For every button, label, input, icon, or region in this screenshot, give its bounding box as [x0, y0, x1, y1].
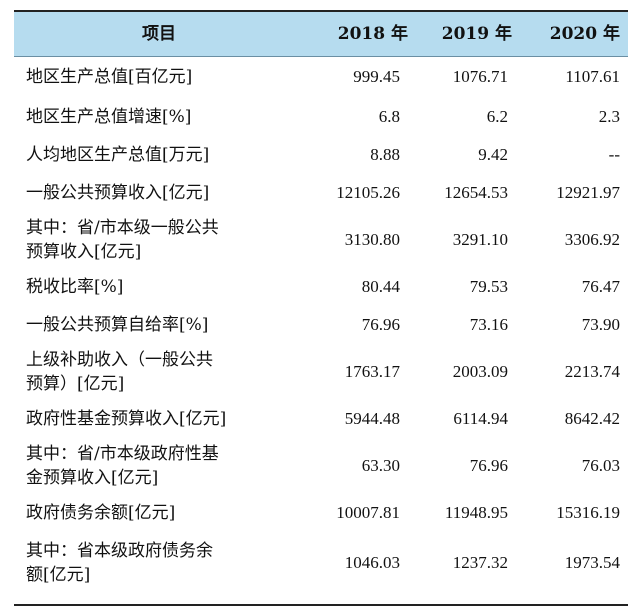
cell-2019: 6114.94	[453, 409, 508, 428]
cell-2018: 80.44	[361, 277, 400, 296]
cell-2019: 1237.32	[452, 553, 508, 572]
cell-2018: 1763.17	[344, 362, 400, 381]
table-row: 人均地区生产总值[万元] 8.88 9.42 --	[14, 136, 628, 174]
cell-2018: 1046.03	[344, 553, 400, 572]
row-label: 其中：省/市本级政府性基 金预算收入[亿元]	[26, 444, 219, 488]
row-label: 其中：省/市本级一般公共 预算收入[亿元]	[26, 218, 219, 262]
table-row: 其中：省/市本级一般公共 预算收入[亿元] 3130.80 3291.10 33…	[14, 212, 628, 268]
row-label: 政府性基金预算收入[亿元]	[26, 409, 227, 429]
cell-2019: 76.96	[469, 456, 508, 475]
cell-2019: 12654.53	[444, 183, 508, 202]
header-item: 项目	[142, 24, 176, 44]
table-row: 政府债务余额[亿元] 10007.81 11948.95 15316.19	[14, 494, 628, 532]
header-2019: 2019 年	[441, 24, 512, 44]
row-label: 人均地区生产总值[万元]	[26, 145, 210, 165]
row-label: 地区生产总值[百亿元]	[26, 67, 193, 87]
row-label: 上级补助收入（一般公共 预算）[亿元]	[26, 350, 213, 394]
cell-2019: 73.16	[469, 315, 508, 334]
table-row: 税收比率[%] 80.44 79.53 76.47	[14, 268, 628, 306]
cell-2018: 12105.26	[336, 183, 400, 202]
cell-2018: 6.8	[378, 107, 400, 126]
cell-2018: 999.45	[353, 67, 400, 86]
cell-2019: 2003.09	[452, 362, 508, 381]
finance-table: 项目 2018 年 2019 年 2020 年 地区生产总值[百亿元] 999.…	[14, 10, 628, 606]
table-row: 一般公共预算自给率[%] 76.96 73.16 73.90	[14, 306, 628, 344]
table-row: 地区生产总值增速[%] 6.8 6.2 2.3	[14, 98, 628, 136]
cell-2020: 76.03	[581, 456, 620, 475]
cell-2018: 8.88	[370, 145, 400, 164]
cell-2019: 79.53	[469, 277, 508, 296]
table-row: 上级补助收入（一般公共 预算）[亿元] 1763.17 2003.09 2213…	[14, 344, 628, 400]
cell-2020: 2.3	[598, 107, 620, 126]
row-label: 其中：省本级政府债务余 额[亿元]	[26, 541, 213, 585]
cell-2019: 6.2	[486, 107, 508, 126]
cell-2020: 8642.42	[564, 409, 620, 428]
cell-2020: 2213.74	[564, 362, 620, 381]
cell-2019: 1076.71	[452, 67, 508, 86]
row-label: 一般公共预算自给率[%]	[26, 315, 209, 335]
header-2020: 2020 年	[549, 24, 620, 44]
cell-2018: 76.96	[361, 315, 400, 334]
row-label: 一般公共预算收入[亿元]	[26, 183, 210, 203]
cell-2020: 15316.19	[556, 503, 620, 522]
table-row: 其中：省本级政府债务余 额[亿元] 1046.03 1237.32 1973.5…	[14, 532, 628, 594]
cell-2018: 5944.48	[344, 409, 400, 428]
cell-2020: 1107.61	[565, 67, 620, 86]
table-row: 地区生产总值[百亿元] 999.45 1076.71 1107.61	[14, 56, 628, 98]
table-body: 地区生产总值[百亿元] 999.45 1076.71 1107.61 地区生产总…	[14, 56, 628, 594]
cell-2020: 76.47	[581, 277, 620, 296]
cell-2018: 63.30	[361, 456, 400, 475]
header-2018: 2018 年	[337, 24, 408, 44]
table-header: 项目 2018 年 2019 年 2020 年	[14, 12, 628, 57]
cell-2020: 1973.54	[564, 553, 620, 572]
cell-2018: 10007.81	[336, 503, 400, 522]
row-label: 地区生产总值增速[%]	[26, 107, 192, 127]
row-label: 税收比率[%]	[26, 277, 124, 297]
cell-2019: 11948.95	[444, 503, 508, 522]
table-row: 其中：省/市本级政府性基 金预算收入[亿元] 63.30 76.96 76.03	[14, 438, 628, 494]
cell-2019: 9.42	[478, 145, 508, 164]
cell-2018: 3130.80	[344, 230, 400, 249]
table-row: 政府性基金预算收入[亿元] 5944.48 6114.94 8642.42	[14, 400, 628, 438]
table-row: 一般公共预算收入[亿元] 12105.26 12654.53 12921.97	[14, 174, 628, 212]
cell-2019: 3291.10	[452, 230, 508, 249]
cell-2020: 3306.92	[564, 230, 620, 249]
cell-2020: 12921.97	[556, 183, 620, 202]
row-label: 政府债务余额[亿元]	[26, 503, 176, 523]
cell-2020: 73.90	[581, 315, 620, 334]
cell-2020: --	[608, 145, 620, 164]
